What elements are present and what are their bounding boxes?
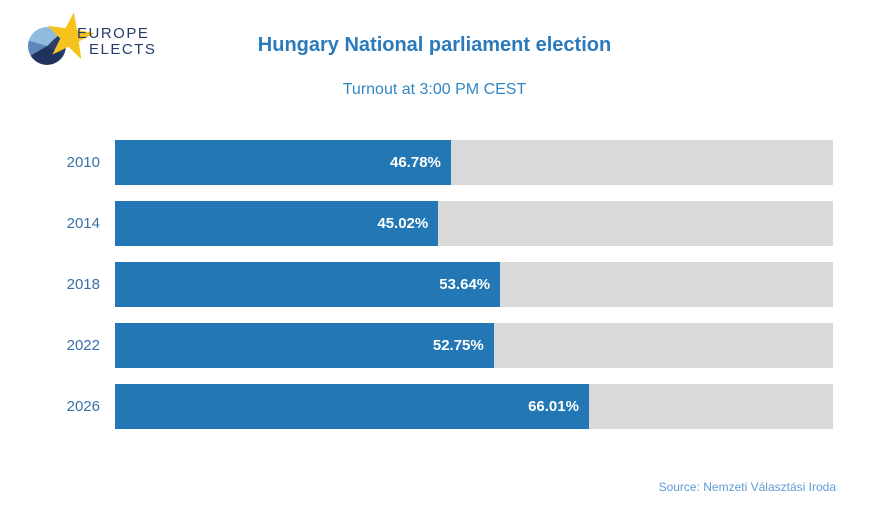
bar-track: 66.01%: [115, 384, 833, 429]
bar-value-label: 66.01%: [528, 398, 579, 415]
year-label: 2014: [66, 215, 100, 232]
bar-track: 45.02%: [115, 201, 833, 246]
chart-subtitle: Turnout at 3:00 PM CEST: [342, 81, 527, 98]
bar-row: 2010 46.78%: [0, 140, 833, 185]
turnout-bar: 45.02%: [115, 201, 439, 246]
bar-row: 2026 66.01%: [0, 384, 833, 429]
bar-row: 2018 53.64%: [0, 262, 833, 307]
turnout-bar: 46.78%: [115, 140, 451, 185]
logo-wordmark: EUROPE ELECTS: [77, 26, 156, 58]
logo-word-europe: EUROPE: [77, 25, 150, 42]
europe-elects-logo: EUROPE ELECTS: [28, 12, 178, 72]
chart-header: Hungary National parliament election Tur…: [0, 34, 869, 99]
star-icon: [47, 12, 95, 60]
turnout-bar: 66.01%: [115, 384, 589, 429]
turnout-bar: 53.64%: [115, 262, 501, 307]
source-credit: Source: Nemzeti Választási Iroda: [658, 480, 836, 494]
year-label: 2026: [66, 398, 100, 415]
chart-title: Hungary National parliament election: [257, 34, 612, 56]
year-label: 2022: [66, 337, 100, 354]
turnout-bar: 52.75%: [115, 323, 494, 368]
logo-word-elects: ELECTS: [89, 41, 157, 58]
year-label: 2010: [66, 154, 100, 171]
year-label: 2018: [66, 276, 100, 293]
bar-track: 52.75%: [115, 323, 833, 368]
bar-row: 2014 45.02%: [0, 201, 833, 246]
turnout-bar-chart: 2010 46.78% 2014 45.02% 2018 53.64%: [0, 140, 833, 445]
bar-value-label: 53.64%: [439, 276, 491, 293]
bar-row: 2022 52.75%: [0, 323, 833, 368]
bar-track: 46.78%: [115, 140, 833, 185]
bar-track: 53.64%: [115, 262, 833, 307]
bar-value-label: 45.02%: [377, 215, 429, 232]
bar-value-label: 46.78%: [390, 154, 441, 171]
bar-value-label: 52.75%: [432, 337, 484, 354]
